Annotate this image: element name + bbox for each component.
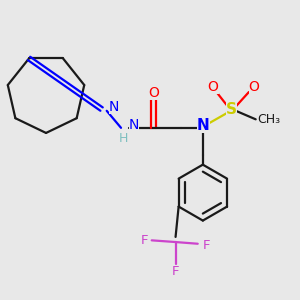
- Text: CH₃: CH₃: [257, 113, 280, 126]
- Text: F: F: [202, 239, 210, 252]
- Text: N: N: [128, 118, 139, 132]
- Text: H: H: [119, 132, 128, 145]
- Text: O: O: [148, 86, 159, 100]
- Text: O: O: [208, 80, 218, 94]
- Text: S: S: [226, 102, 237, 117]
- Text: F: F: [140, 234, 148, 247]
- Text: F: F: [172, 265, 179, 278]
- Text: O: O: [248, 80, 260, 94]
- Text: N: N: [109, 100, 119, 114]
- Text: N: N: [197, 118, 210, 133]
